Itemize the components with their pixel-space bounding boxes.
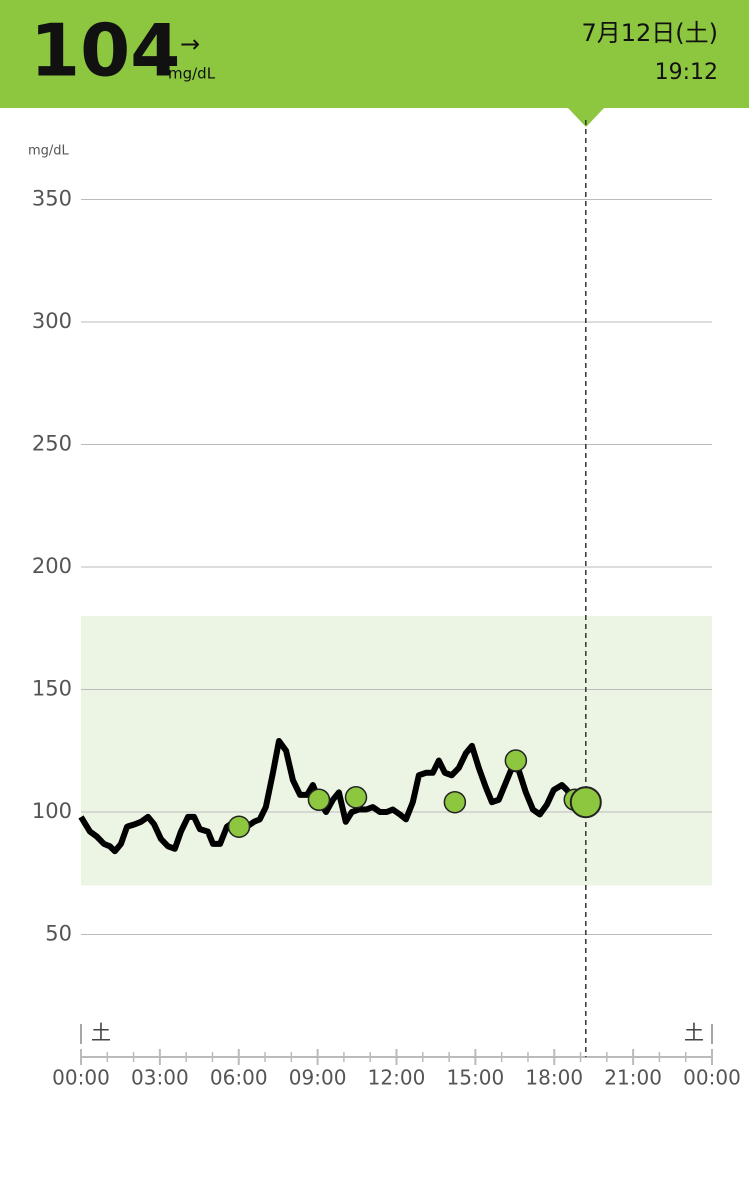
time: 19:12 bbox=[655, 60, 718, 85]
y-axis-label: mg/dL bbox=[28, 144, 70, 159]
x-tick-label: 06:00 bbox=[210, 1066, 268, 1090]
x-tick-label: 00:00 bbox=[52, 1066, 110, 1090]
scan-point bbox=[227, 815, 251, 838]
current-point bbox=[569, 786, 602, 819]
scan-point bbox=[307, 788, 331, 811]
scan-point bbox=[344, 786, 368, 809]
y-tick-label: 50 bbox=[45, 922, 72, 946]
y-tick-label: 150 bbox=[32, 677, 72, 701]
scan-point bbox=[504, 749, 528, 772]
x-tick-label: 00:00 bbox=[683, 1066, 741, 1090]
target-range bbox=[81, 616, 712, 886]
header-bar bbox=[0, 0, 749, 108]
y-tick-label: 100 bbox=[32, 799, 72, 823]
trend-arrow: → bbox=[180, 30, 200, 58]
x-tick-label: 15:00 bbox=[447, 1066, 505, 1090]
x-tick-label: 09:00 bbox=[289, 1066, 347, 1090]
day-label: 土 bbox=[684, 1021, 704, 1045]
unit: mg/dL bbox=[168, 65, 216, 83]
scan-point bbox=[443, 790, 467, 814]
date: 7月12日(土) bbox=[581, 19, 718, 47]
y-tick-label: 300 bbox=[32, 309, 72, 333]
x-tick-label: 12:00 bbox=[368, 1066, 426, 1090]
y-tick-label: 350 bbox=[32, 187, 72, 211]
x-tick-label: 03:00 bbox=[131, 1066, 189, 1090]
sensor-line bbox=[78, 737, 586, 855]
y-tick-label: 250 bbox=[32, 432, 72, 456]
cursor-pointer bbox=[568, 108, 604, 127]
y-tick-label: 200 bbox=[32, 554, 72, 578]
day-label: 土 bbox=[91, 1021, 111, 1045]
x-tick-label: 21:00 bbox=[604, 1066, 662, 1090]
x-tick-label: 18:00 bbox=[525, 1066, 583, 1090]
current-value: 104 bbox=[30, 9, 180, 93]
